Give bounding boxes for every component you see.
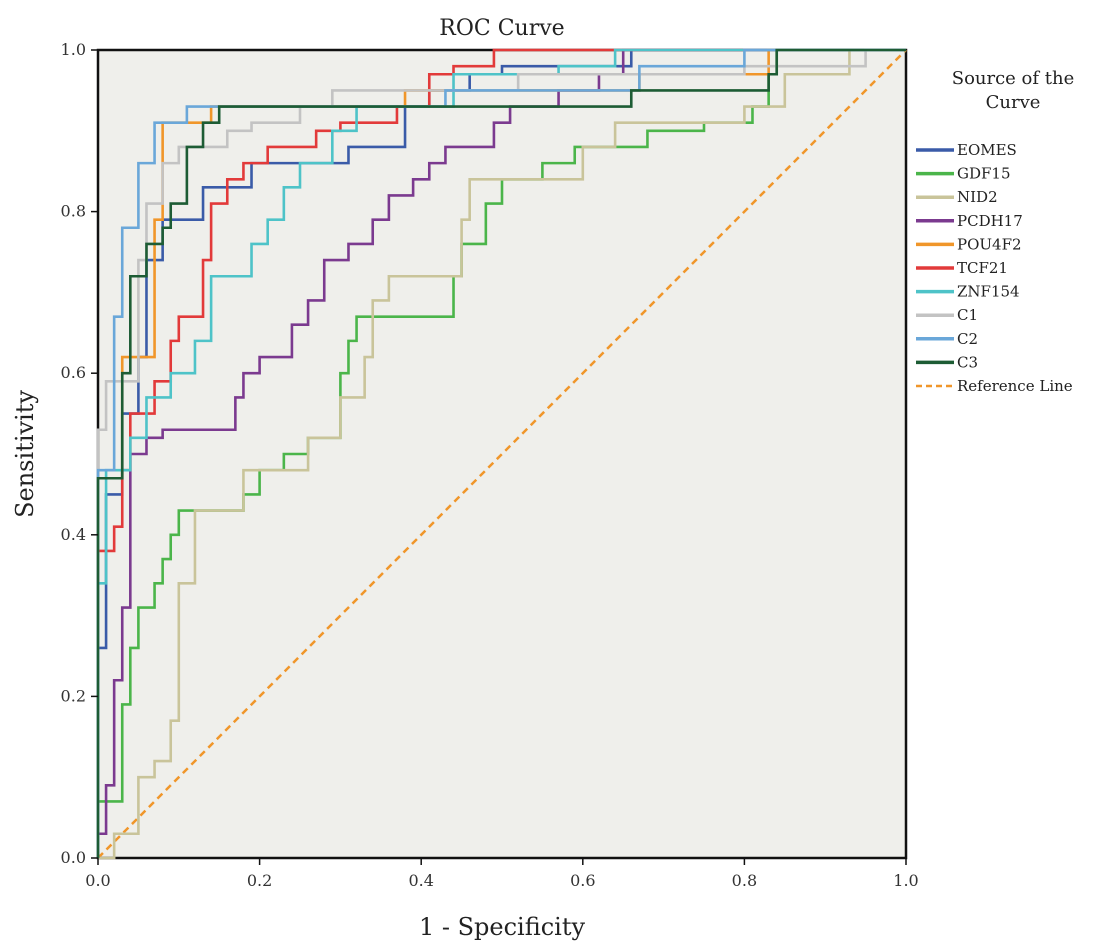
y-tick-label: 0.8 <box>61 202 86 221</box>
legend-label-pou4f2: POU4F2 <box>957 235 1022 253</box>
y-tick-label: 1.0 <box>61 40 86 59</box>
x-tick-label: 0.0 <box>85 871 110 890</box>
reference-line <box>97 49 907 859</box>
y-tick-label: 0.6 <box>61 363 86 382</box>
legend-label-pcdh17: PCDH17 <box>957 212 1023 230</box>
series-line-pcdh17 <box>96 48 906 858</box>
legend-label-tcf21: TCF21 <box>957 259 1008 277</box>
legend-label-eomes: EOMES <box>957 141 1017 159</box>
y-tick-label: 0.0 <box>61 848 86 867</box>
x-axis-label: 1 - Specificity <box>419 913 586 941</box>
series-line-c3 <box>96 48 906 858</box>
x-tick-label: 0.6 <box>570 871 595 890</box>
legend: Source of the Curve EOMES GDF15 NID2 PCDH17… <box>916 68 1074 395</box>
x-axis: 0.0 0.2 0.4 0.6 0.8 1.0 <box>85 858 919 890</box>
legend-label-c3: C3 <box>957 353 978 371</box>
plot-area <box>96 48 908 860</box>
legend-label-c1: C1 <box>957 306 978 324</box>
series-line-znf154 <box>96 48 906 858</box>
legend-label-gdf15: GDF15 <box>957 165 1011 183</box>
legend-label-c2: C2 <box>957 330 978 348</box>
legend-title-line-1: Source of the <box>952 68 1075 89</box>
y-axis: 0.0 0.2 0.4 0.6 0.8 1.0 <box>61 40 98 867</box>
legend-label-reference-line: Reference Line <box>957 377 1073 395</box>
series-line-c1 <box>96 48 906 858</box>
series-line-nid2 <box>98 48 906 860</box>
x-tick-label: 0.2 <box>247 871 272 890</box>
y-axis-label: Sensitivity <box>11 390 39 518</box>
series-line-c2 <box>96 48 906 858</box>
chart-title: ROC Curve <box>439 16 564 41</box>
legend-title-line-2: Curve <box>986 92 1041 113</box>
y-tick-label: 0.2 <box>61 686 86 705</box>
series-line-gdf15 <box>96 48 906 858</box>
x-tick-label: 1.0 <box>893 871 918 890</box>
y-tick-label: 0.4 <box>61 525 86 544</box>
x-tick-label: 0.4 <box>408 871 433 890</box>
x-tick-label: 0.8 <box>732 871 757 890</box>
legend-label-nid2: NID2 <box>957 188 998 206</box>
legend-label-znf154: ZNF154 <box>957 283 1020 301</box>
